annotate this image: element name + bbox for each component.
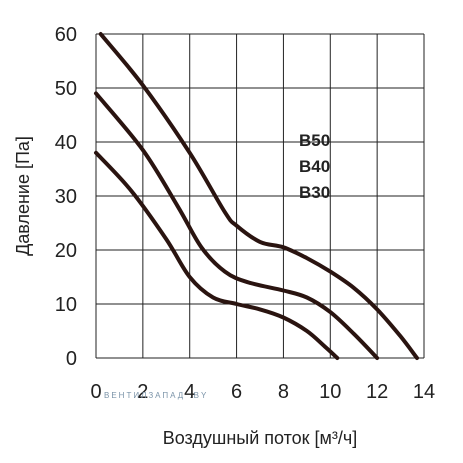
curve-b50 xyxy=(98,32,419,360)
y-tick-label: 30 xyxy=(55,186,77,208)
x-tick-label: 12 xyxy=(366,381,388,403)
curve-b40 xyxy=(94,91,380,360)
series-label-b40: B40 xyxy=(299,157,330,176)
series-label-b30: B30 xyxy=(299,183,330,202)
x-tick-label: 14 xyxy=(413,381,435,403)
curve-b30 xyxy=(94,150,340,360)
x-tick-label: 6 xyxy=(231,381,242,403)
x-tick-label: 0 xyxy=(90,381,101,403)
y-tick-label: 40 xyxy=(55,132,77,154)
x-tick-label: 4 xyxy=(184,381,195,403)
x-tick-label: 2 xyxy=(137,381,148,403)
y-tick-label: 50 xyxy=(55,78,77,100)
x-tick-label: 8 xyxy=(278,381,289,403)
y-tick-label: 20 xyxy=(55,240,77,262)
grid xyxy=(95,33,425,359)
tick-labels: 0 2 4 6 8 10 12 14 0 10 20 30 40 50 60 xyxy=(55,24,435,403)
watermark: ВЕНТИЛЗАПАД .BY xyxy=(104,391,208,400)
series-curves xyxy=(94,32,419,360)
y-axis-title: Давление [Па] xyxy=(13,136,33,256)
y-tick-label: 10 xyxy=(55,294,77,316)
series-label-b50: B50 xyxy=(299,131,330,150)
x-tick-label: 10 xyxy=(319,381,341,403)
y-tick-label: 0 xyxy=(66,348,77,370)
x-axis-title: Воздушный поток [м³/ч] xyxy=(163,428,358,448)
y-tick-label: 60 xyxy=(55,24,77,46)
